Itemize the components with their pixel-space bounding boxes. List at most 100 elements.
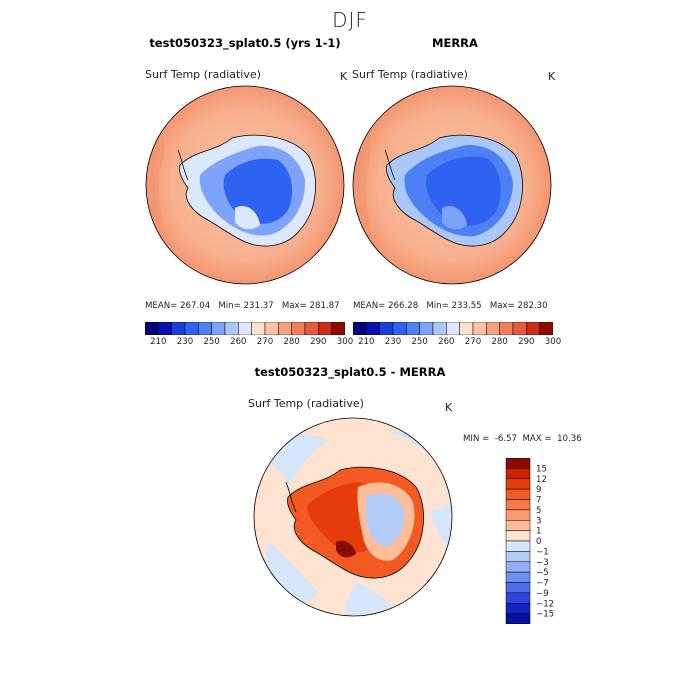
panel1-colorbar-swatch xyxy=(331,322,345,335)
panel1-title: test050323_splat0.5 (yrs 1-1) xyxy=(149,36,341,50)
panel1-colorbar-tick: 210 xyxy=(150,337,167,347)
panel2-units: K xyxy=(548,70,556,83)
diff-hot-shelf xyxy=(336,540,356,558)
panel2-colorbar-swatch xyxy=(486,322,500,335)
panel1-stats: MEAN= 267.04 Min= 231.37 Max= 281.87 xyxy=(145,301,340,311)
panel1-colorbar-tick: 280 xyxy=(283,337,300,347)
panel2-peninsula xyxy=(384,149,396,181)
panel2-colorbar-tick: 270 xyxy=(464,337,482,347)
panel1-ice-shelf xyxy=(235,205,260,230)
panel2-colorbar-tick: 300 xyxy=(544,337,562,347)
panel2-colorbar-swatch xyxy=(406,322,420,335)
diff-colorbar-label: 5 xyxy=(536,506,541,516)
panel2-colorbar-tick: 210 xyxy=(358,337,375,347)
panel2-colorbar xyxy=(353,322,553,335)
panel1-units: K xyxy=(340,70,348,83)
panel2-title: MERRA xyxy=(432,36,478,50)
panel2-colorbar-swatch xyxy=(472,322,487,335)
diff-cool-interior xyxy=(366,493,405,547)
panel2-colorbar-tick: 230 xyxy=(384,337,402,347)
diff-colorbar-swatch xyxy=(505,592,531,604)
panel1-colorbar-swatch xyxy=(318,322,332,335)
diff-colorbar-label: 1 xyxy=(536,527,541,537)
season-title: DJF xyxy=(332,8,368,32)
panel2-colorbar-swatch xyxy=(499,322,514,335)
panel2-colorbar-ticks: 210 230 250 260 270 280 290 300 xyxy=(353,337,561,349)
diff-variable-label: Surf Temp (radiative) xyxy=(248,397,364,410)
panel1-colorbar-tick: 230 xyxy=(176,337,194,347)
panel2-variable-label: Surf Temp (radiative) xyxy=(352,68,468,81)
panel1-colorbar-tick: 300 xyxy=(336,337,354,347)
panel1-colorbar-tick: 290 xyxy=(310,337,327,347)
diff-peninsula xyxy=(285,481,297,513)
panel2-colorbar-swatch xyxy=(419,322,434,335)
panel1-colorbar-swatch xyxy=(158,322,172,335)
panel2-colorbar-swatch xyxy=(432,322,447,335)
panel1-colorbar-swatch xyxy=(224,322,239,335)
diff-colorbar-label: −3 xyxy=(536,558,549,568)
panel1-colorbar-swatch xyxy=(171,322,186,335)
panel1-variable-label: Surf Temp (radiative) xyxy=(145,68,261,81)
panel2-colorbar-tick: 260 xyxy=(438,337,455,347)
panel1-peninsula xyxy=(177,149,189,181)
panel1-colorbar-swatch xyxy=(198,322,212,335)
panel1-colorbar-swatch xyxy=(291,322,306,335)
diff-colorbar-label: −12 xyxy=(536,599,554,609)
panel2-colorbar-swatch xyxy=(459,322,474,335)
panel1-map xyxy=(145,85,345,285)
diff-colorbar-label: 0 xyxy=(536,537,541,547)
panel2-map-border xyxy=(352,85,552,285)
panel1-colorbar-swatch xyxy=(304,322,319,335)
diff-colorbar-label: −1 xyxy=(536,547,549,557)
diff-colorbar-swatch xyxy=(505,520,531,531)
diff-colorbar-swatch xyxy=(505,540,531,552)
diff-colorbar-label: 7 xyxy=(536,496,541,506)
diff-colorbar-swatch xyxy=(505,509,531,521)
diff-colorbar-label: 15 xyxy=(536,464,547,474)
panel1-colorbar-swatch xyxy=(145,322,159,335)
panel2-colorbar-tick: 290 xyxy=(518,337,535,347)
panel1-colorbar-swatch xyxy=(211,322,226,335)
diff-colorbar-swatch xyxy=(505,499,531,511)
panel2-ice-shelf xyxy=(442,205,467,230)
diff-title: test050323_splat0.5 - MERRA xyxy=(254,365,446,379)
panel2-colorbar-swatch xyxy=(512,322,527,335)
panel1-colorbar-swatch xyxy=(238,322,252,335)
panel1-colorbar-tick: 250 xyxy=(203,337,220,347)
diff-map-border xyxy=(253,417,453,617)
panel2-colorbar-swatch xyxy=(526,322,540,335)
diff-minmax: MIN = -6.57 MAX = 10.36 xyxy=(463,434,582,444)
panel2-colorbar-tick: 250 xyxy=(411,337,428,347)
diff-colorbar-swatch xyxy=(505,603,531,614)
diff-colorbar-label: 9 xyxy=(536,485,541,495)
diff-colorbar-swatch xyxy=(505,561,531,573)
panel1-colorbar-ticks: 210 230 250 260 270 280 290 300 xyxy=(145,337,353,349)
diff-colorbar-swatch xyxy=(505,468,531,479)
diff-colorbar-label: 3 xyxy=(536,516,541,526)
panel2-colorbar-swatch xyxy=(366,322,380,335)
panel1-colorbar-swatch xyxy=(184,322,199,335)
diff-colorbar-swatch xyxy=(505,613,531,624)
panel1-map-border xyxy=(145,85,345,285)
panel2-colorbar-swatch xyxy=(353,322,367,335)
diff-map xyxy=(253,417,453,617)
panel1-colorbar-tick: 270 xyxy=(256,337,274,347)
panel2-colorbar-swatch xyxy=(446,322,460,335)
diff-units: K xyxy=(445,401,453,414)
diff-colorbar-label: −15 xyxy=(536,610,554,620)
diff-colorbar-label: −5 xyxy=(536,568,549,578)
diff-colorbar-swatch xyxy=(505,478,531,490)
panel1-colorbar-tick: 260 xyxy=(230,337,247,347)
diff-colorbar-label: −9 xyxy=(536,589,549,599)
panel2-colorbar-tick: 280 xyxy=(491,337,508,347)
panel2-colorbar-swatch xyxy=(539,322,553,335)
diff-colorbar-swatch xyxy=(505,551,531,562)
panel1-colorbar xyxy=(145,322,345,335)
panel2-colorbar-swatch xyxy=(392,322,407,335)
panel2-colorbar-swatch xyxy=(379,322,394,335)
panel2-stats: MEAN= 266.28 Min= 233.55 Max= 282.30 xyxy=(353,301,548,311)
diff-colorbar-swatch xyxy=(505,458,531,469)
diff-colorbar-swatch xyxy=(505,488,531,500)
panel1-colorbar-swatch xyxy=(278,322,292,335)
